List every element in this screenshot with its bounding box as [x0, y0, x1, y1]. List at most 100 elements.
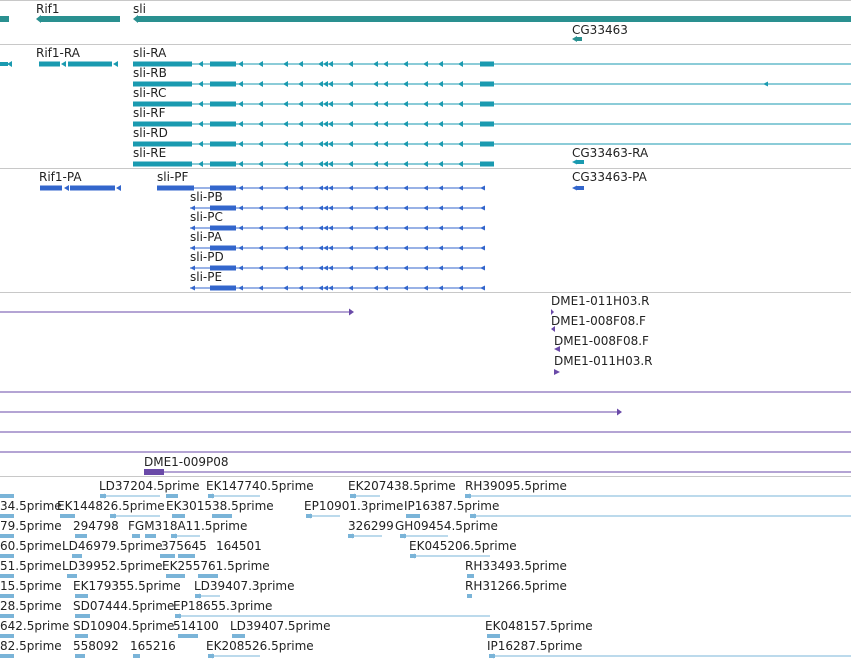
clone-label[interactable]: DME1-008F08.F [551, 314, 646, 328]
est-label[interactable]: LD39407.5prime [230, 619, 331, 633]
est-exon[interactable] [172, 514, 185, 518]
clone-arrow[interactable] [554, 369, 560, 375]
transcript-arrow[interactable] [383, 81, 388, 87]
transcript-arrow[interactable] [283, 161, 288, 167]
est-label[interactable]: EP18655.3prime [173, 599, 273, 613]
transcript-arrow[interactable] [373, 121, 378, 127]
protein-arrow[interactable] [383, 265, 388, 271]
protein-arrow[interactable] [64, 185, 69, 191]
est-exon[interactable] [132, 534, 140, 538]
transcript-arrow[interactable] [258, 61, 263, 67]
est-label[interactable]: LD46979.5prime [62, 539, 163, 553]
est-label[interactable]: EK045206.5prime [409, 539, 517, 553]
transcript-arrow[interactable] [423, 141, 428, 147]
protein-arrow[interactable] [480, 205, 485, 211]
transcript-arrow[interactable] [258, 121, 263, 127]
transcript-arrow[interactable] [198, 61, 203, 67]
protein-glyph[interactable] [576, 186, 584, 190]
est-arrow[interactable] [348, 533, 353, 539]
transcript-arrow[interactable] [283, 101, 288, 107]
clone-arrow[interactable] [551, 326, 555, 332]
protein-arrow[interactable] [328, 225, 333, 231]
protein-arrow[interactable] [423, 285, 428, 291]
transcript-arrow[interactable] [438, 101, 443, 107]
transcript-arrow[interactable] [283, 121, 288, 127]
protein-arrow[interactable] [348, 245, 353, 251]
protein-arrow[interactable] [383, 205, 388, 211]
est-label[interactable]: IP16387.5prime [404, 499, 500, 513]
protein-arrow[interactable] [403, 185, 408, 191]
protein-arrow[interactable] [480, 225, 485, 231]
transcript-arrow[interactable] [328, 61, 333, 67]
protein-arrow[interactable] [238, 285, 243, 291]
transcript-exon[interactable] [576, 160, 584, 164]
protein-label-sli-pc[interactable]: sli-PC [190, 210, 223, 224]
transcript-arrow[interactable] [318, 81, 323, 87]
transcript-arrow[interactable] [763, 81, 768, 87]
est-exon[interactable] [198, 574, 218, 578]
protein-arrow[interactable] [318, 185, 323, 191]
protein-arrow[interactable] [458, 245, 463, 251]
transcript-arrow[interactable] [198, 161, 203, 167]
transcript-arrow[interactable] [383, 161, 388, 167]
est-label[interactable]: RH31266.5prime [465, 579, 567, 593]
gene-arrow[interactable] [572, 36, 577, 42]
protein-arrow[interactable] [403, 285, 408, 291]
transcript-arrow[interactable] [328, 141, 333, 147]
est-label[interactable]: 79.5prime [0, 519, 62, 533]
est-label[interactable]: EK179355.5prime [73, 579, 181, 593]
protein-arrow[interactable] [318, 225, 323, 231]
transcript-arrow[interactable] [438, 141, 443, 147]
transcript-arrow[interactable] [438, 161, 443, 167]
protein-label-cg33463-pa[interactable]: CG33463-PA [572, 170, 647, 184]
protein-arrow[interactable] [383, 285, 388, 291]
est-exon[interactable] [0, 594, 14, 598]
gene-label-rif1[interactable]: Rif1 [36, 2, 60, 16]
est-exon[interactable] [232, 634, 245, 638]
transcript-arrow[interactable] [383, 121, 388, 127]
transcript-exon[interactable] [480, 161, 494, 167]
est-arrow[interactable] [465, 493, 470, 499]
est-label[interactable]: LD39952.5prime [62, 559, 163, 573]
protein-glyph[interactable] [210, 245, 236, 251]
protein-arrow[interactable] [258, 225, 263, 231]
protein-arrow[interactable] [238, 225, 243, 231]
transcript-arrow[interactable] [438, 81, 443, 87]
transcript-arrow[interactable] [423, 61, 428, 67]
protein-arrow[interactable] [323, 245, 328, 251]
transcript-arrow[interactable] [298, 121, 303, 127]
transcript-arrow[interactable] [383, 61, 388, 67]
est-exon[interactable] [467, 574, 474, 578]
transcript-arrow[interactable] [403, 81, 408, 87]
transcript-arrow[interactable] [323, 61, 328, 67]
clone-arrow[interactable] [554, 346, 560, 352]
transcript-arrow[interactable] [298, 81, 303, 87]
protein-arrow[interactable] [423, 205, 428, 211]
est-exon[interactable] [0, 554, 14, 558]
protein-arrow[interactable] [323, 265, 328, 271]
est-exon[interactable] [0, 634, 14, 638]
est-exon[interactable] [178, 634, 198, 638]
protein-label-sli-pe[interactable]: sli-PE [190, 270, 223, 284]
protein-label-sli-pa[interactable]: sli-PA [190, 230, 222, 244]
transcript-arrow[interactable] [458, 141, 463, 147]
protein-label-sli-pf[interactable]: sli-PF [157, 170, 189, 184]
protein-arrow[interactable] [373, 285, 378, 291]
transcript-arrow[interactable] [323, 101, 328, 107]
transcript-arrow[interactable] [373, 61, 378, 67]
transcript-label-rif1-ra[interactable]: Rif1-RA [36, 46, 80, 60]
protein-arrow[interactable] [328, 205, 333, 211]
est-exon[interactable] [0, 494, 14, 498]
est-label[interactable]: SD10904.5prime [73, 619, 175, 633]
est-label[interactable]: LD39407.3prime [194, 579, 295, 593]
est-exon[interactable] [75, 534, 87, 538]
est-label[interactable]: 558092 [73, 639, 119, 653]
protein-arrow[interactable] [458, 205, 463, 211]
clone-label[interactable]: DME1-008F08.F [554, 334, 649, 348]
est-label[interactable]: FGM318A11.5prime [128, 519, 248, 533]
est-label[interactable]: EK147740.5prime [206, 479, 314, 493]
transcript-arrow[interactable] [238, 161, 243, 167]
est-label[interactable]: 375645 [161, 539, 207, 553]
protein-arrow[interactable] [238, 245, 243, 251]
protein-arrow[interactable] [373, 205, 378, 211]
